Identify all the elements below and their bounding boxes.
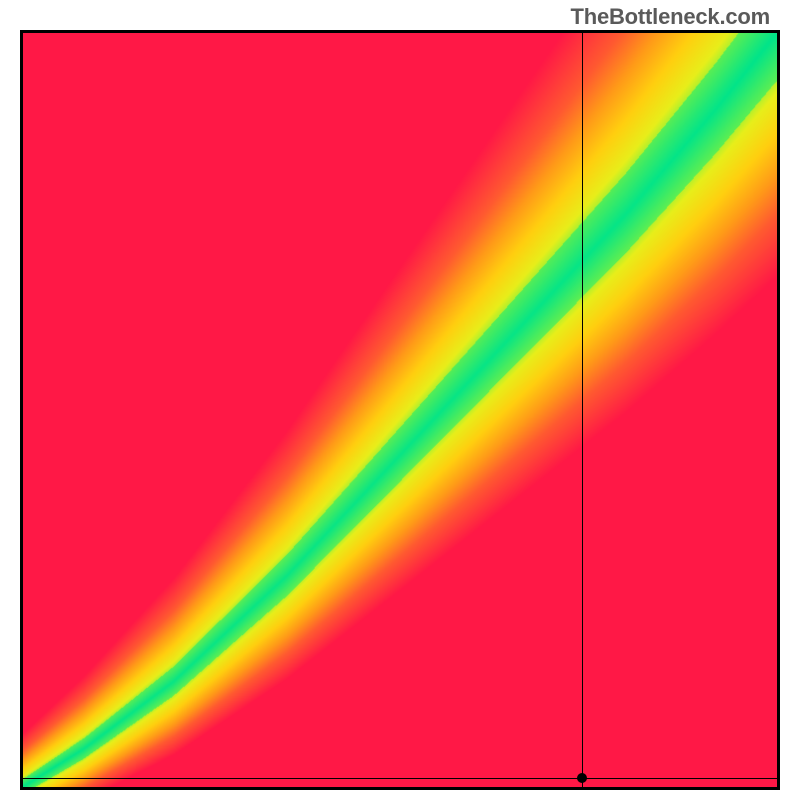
crosshair-horizontal-line — [23, 778, 777, 780]
watermark-text: TheBottleneck.com — [570, 4, 770, 30]
heatmap-canvas — [23, 33, 777, 787]
heatmap-plot — [20, 30, 780, 790]
crosshair-marker-dot — [577, 773, 587, 783]
crosshair-vertical-line — [582, 33, 584, 787]
